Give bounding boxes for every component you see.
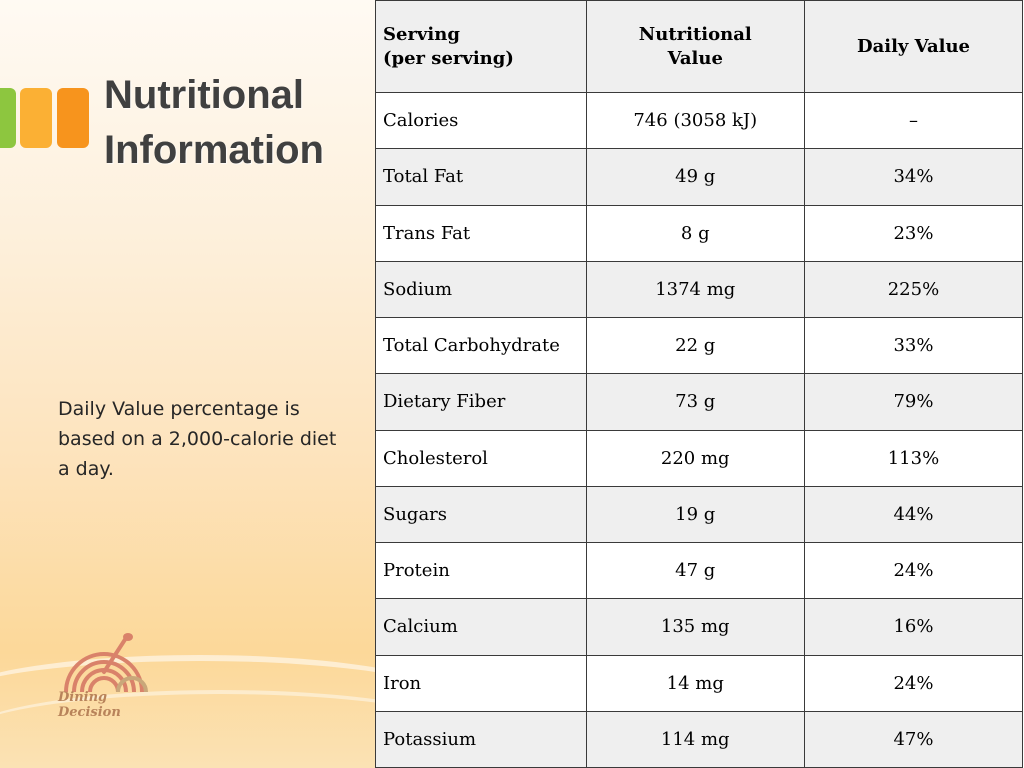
nutrient-value: 73 g bbox=[585, 373, 805, 431]
nutrient-value: 135 mg bbox=[585, 598, 805, 656]
nutrient-value: 1374 mg bbox=[585, 260, 805, 319]
nutrient-daily-value: 24% bbox=[803, 654, 1024, 712]
nutrient-value: 746 (3058 kJ) bbox=[585, 91, 805, 150]
header-serving-line-1: Serving bbox=[383, 23, 460, 45]
header-nutritional-line-2: Value bbox=[667, 47, 723, 69]
table-header-row: Serving (per serving) Nutritional Value … bbox=[375, 0, 1024, 93]
nutrient-value: 47 g bbox=[585, 541, 805, 600]
daily-value-note: Daily Value percentage is based on a 2,0… bbox=[58, 398, 337, 480]
nutrient-daily-value: 24% bbox=[803, 541, 1024, 600]
nutrient-daily-value: 34% bbox=[803, 148, 1024, 206]
slide-title-line-2: Information bbox=[104, 128, 324, 172]
nutrient-value: 19 g bbox=[585, 485, 805, 544]
decorative-wave bbox=[0, 690, 375, 768]
accent-bar-orange bbox=[57, 88, 89, 148]
table-row: Sodium 1374 mg 225% bbox=[375, 260, 1024, 319]
table-row: Protein 47 g 24% bbox=[375, 541, 1024, 600]
nutrient-name: Sugars bbox=[375, 485, 587, 544]
nutrient-name: Cholesterol bbox=[375, 429, 587, 487]
accent-bar-yellow bbox=[20, 88, 52, 148]
nutrient-value: 14 mg bbox=[585, 654, 805, 712]
nutrient-daily-value: 44% bbox=[803, 485, 1024, 544]
fork-plate-icon bbox=[64, 633, 148, 693]
table-row: Calories 746 (3058 kJ) – bbox=[375, 91, 1024, 150]
decorative-wave bbox=[0, 655, 375, 751]
logo-text: Dining Decision bbox=[58, 690, 121, 720]
header-nutritional-line-1: Nutritional bbox=[638, 23, 752, 45]
table-row: Calcium 135 mg 16% bbox=[375, 598, 1024, 656]
nutrient-name: Dietary Fiber bbox=[375, 373, 587, 431]
nutrition-table: Serving (per serving) Nutritional Value … bbox=[375, 0, 1024, 768]
table-row: Potassium 114 mg 47% bbox=[375, 710, 1024, 768]
nutrient-value: 8 g bbox=[585, 204, 805, 262]
nutrient-name: Potassium bbox=[375, 710, 587, 768]
table-row: Cholesterol 220 mg 113% bbox=[375, 429, 1024, 487]
header-serving-line-2: (per serving) bbox=[383, 47, 514, 69]
nutrition-table-container: Serving (per serving) Nutritional Value … bbox=[375, 0, 1024, 768]
nutrient-value: 114 mg bbox=[585, 710, 805, 768]
nutrient-daily-value: 225% bbox=[803, 260, 1024, 319]
nutrient-daily-value: 23% bbox=[803, 204, 1024, 262]
nutrient-name: Iron bbox=[375, 654, 587, 712]
table-row: Dietary Fiber 73 g 79% bbox=[375, 373, 1024, 431]
nutrient-name: Total Carbohydrate bbox=[375, 316, 587, 375]
nutrient-name: Total Fat bbox=[375, 148, 587, 206]
nutrient-daily-value: 113% bbox=[803, 429, 1024, 487]
nutrient-name: Protein bbox=[375, 541, 587, 600]
nutrient-daily-value: 33% bbox=[803, 316, 1024, 375]
left-panel: Nutritional Information Daily Value perc… bbox=[0, 0, 375, 768]
nutrient-value: 22 g bbox=[585, 316, 805, 375]
table-row: Sugars 19 g 44% bbox=[375, 485, 1024, 544]
nutrient-name: Sodium bbox=[375, 260, 587, 319]
table-row: Iron 14 mg 24% bbox=[375, 654, 1024, 712]
slide-title-line-1: Nutritional bbox=[104, 73, 304, 117]
nutrient-daily-value: 79% bbox=[803, 373, 1024, 431]
dining-decision-logo: Dining Decision bbox=[58, 632, 153, 720]
nutrient-name: Calories bbox=[375, 91, 587, 150]
nutrient-daily-value: 16% bbox=[803, 598, 1024, 656]
nutrient-value: 49 g bbox=[585, 148, 805, 206]
nutrient-value: 220 mg bbox=[585, 429, 805, 487]
header-nutritional-value: Nutritional Value bbox=[585, 0, 805, 93]
nutrient-daily-value: 47% bbox=[803, 710, 1024, 768]
slide-title: Nutritional Information bbox=[104, 68, 364, 178]
table-row: Trans Fat 8 g 23% bbox=[375, 204, 1024, 262]
table-row: Total Fat 49 g 34% bbox=[375, 148, 1024, 206]
header-serving: Serving (per serving) bbox=[375, 0, 587, 93]
nutrient-daily-value: – bbox=[803, 91, 1024, 150]
header-daily-value: Daily Value bbox=[803, 0, 1024, 93]
table-row: Total Carbohydrate 22 g 33% bbox=[375, 316, 1024, 375]
nutrient-name: Calcium bbox=[375, 598, 587, 656]
accent-bar-green bbox=[0, 88, 16, 148]
nutrient-name: Trans Fat bbox=[375, 204, 587, 262]
